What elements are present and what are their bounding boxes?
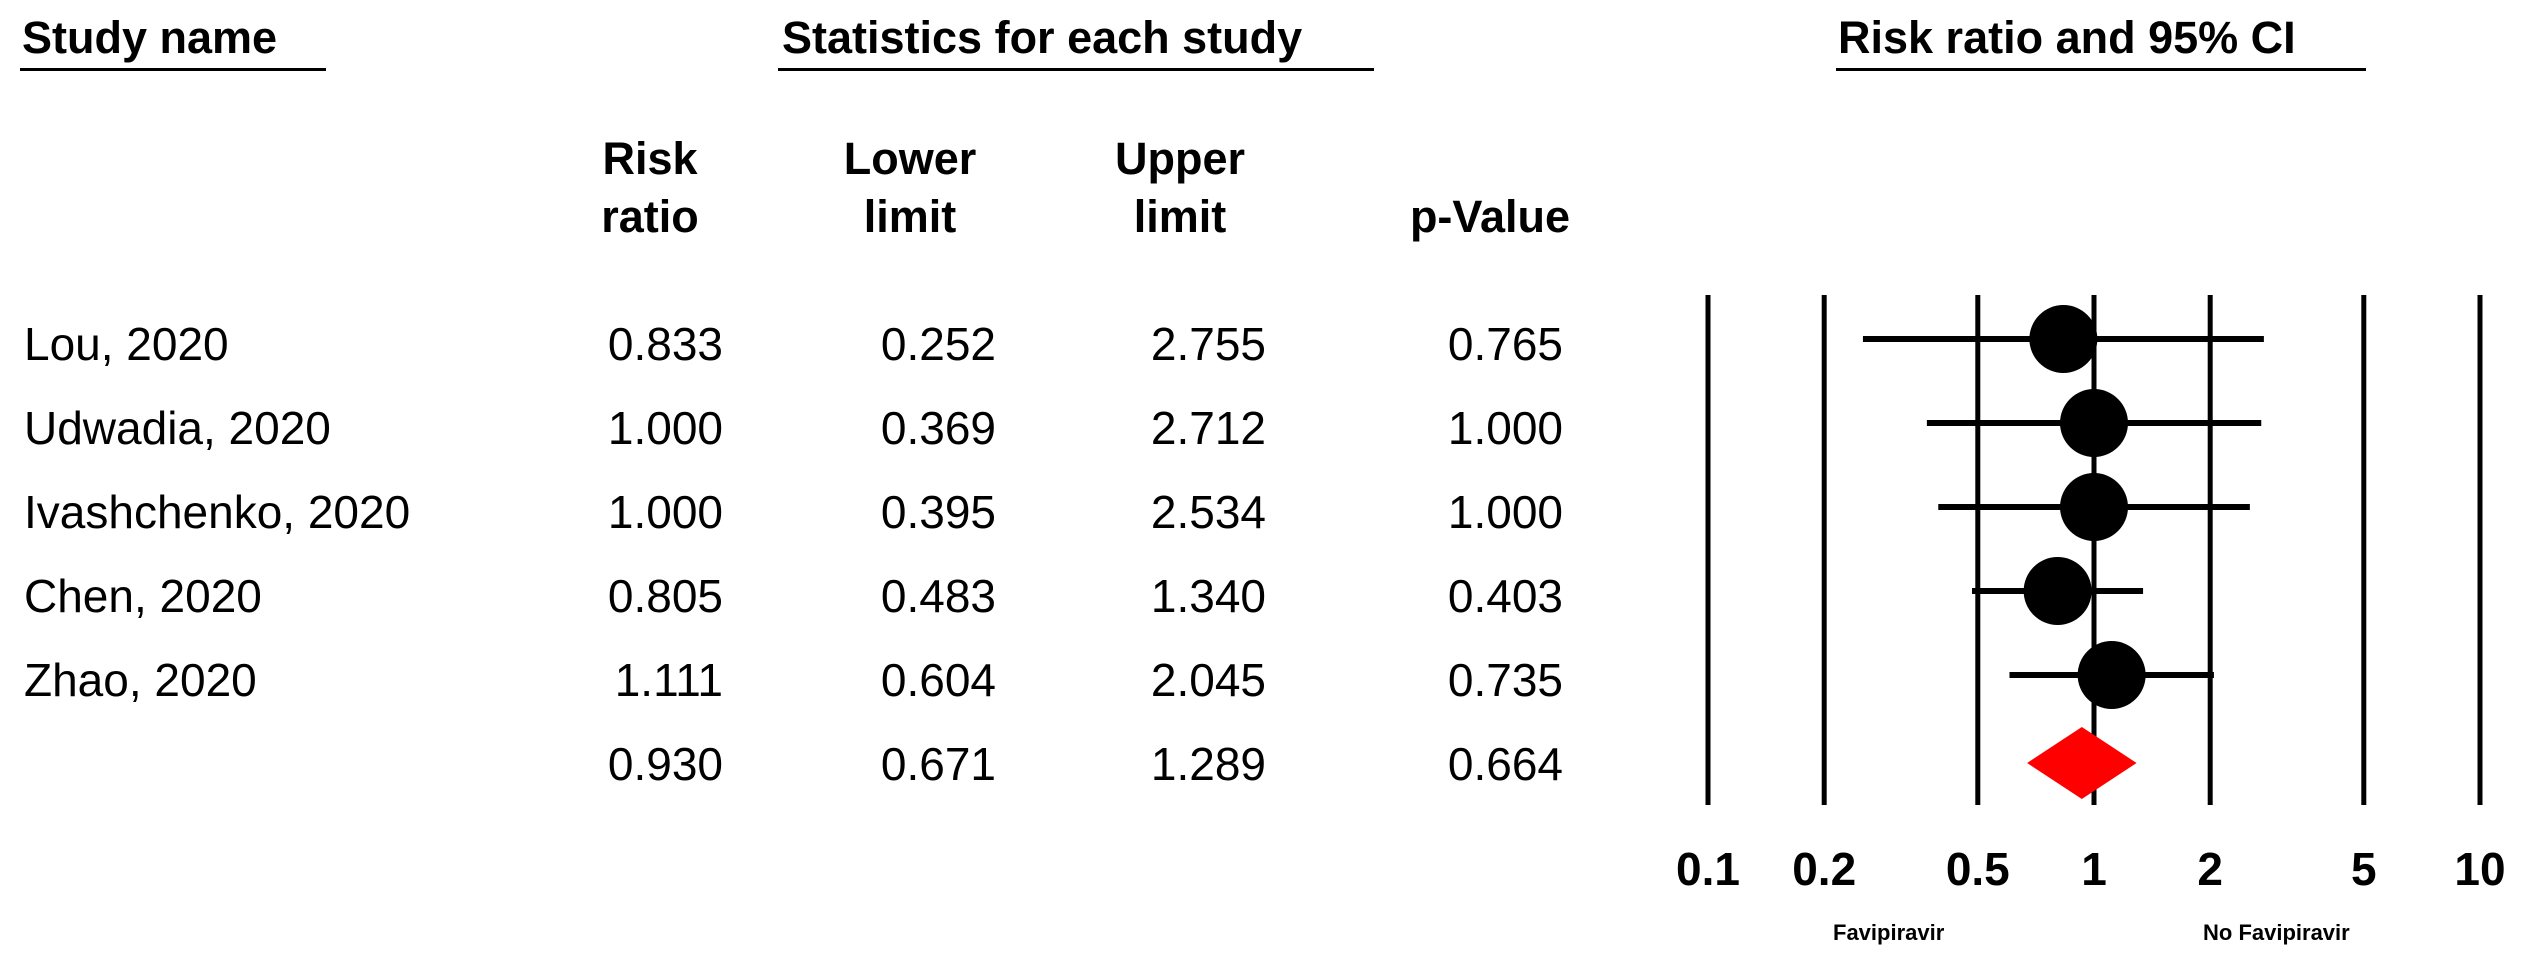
plot-underline: [1836, 68, 2366, 71]
point-estimate: [2060, 473, 2128, 541]
p-value-column-header: p-Value: [1409, 191, 1570, 242]
risk-ratio-cell: 0.805: [607, 570, 723, 622]
favipiravir-label: Favipiravir: [1833, 920, 1945, 945]
study-name-cell: Ivashchenko, 2020: [24, 486, 411, 538]
lower-limit-column-header: Lower limit: [843, 133, 977, 242]
p-value-cell: 1.000: [1447, 402, 1563, 454]
study-name-cell: Udwadia, 2020: [24, 402, 331, 454]
lower-limit-cell: 0.252: [880, 318, 996, 370]
study-name-underline: [20, 68, 326, 71]
tick-label: 1: [2081, 843, 2107, 895]
study-name-cell: Zhao, 2020: [24, 654, 257, 706]
point-estimate: [2023, 557, 2092, 625]
risk-ratio-cell: 0.930: [607, 738, 723, 790]
lower-limit-cell: 0.369: [880, 402, 996, 454]
risk-ratio-cell: 1.000: [607, 402, 723, 454]
risk-ratio-cell: 0.833: [607, 318, 723, 370]
p-value-cell: 0.765: [1447, 318, 1563, 370]
lower-limit-cell: 0.604: [880, 654, 996, 706]
upper-limit-cell: 2.712: [1150, 402, 1266, 454]
study-name-cell: Chen, 2020: [24, 570, 262, 622]
p-value-cell: 0.403: [1447, 570, 1563, 622]
lower-limit-cell: 0.395: [880, 486, 996, 538]
risk-ratio-column-header: Risk ratio: [601, 133, 699, 242]
study-name-cell: Lou, 2020: [24, 318, 229, 370]
statistics-underline: [778, 68, 1374, 71]
upper-limit-cell: 1.289: [1150, 738, 1266, 790]
tick-label: 10: [2454, 843, 2505, 895]
upper-limit-cell: 2.534: [1150, 486, 1266, 538]
upper-limit-column-header: Upper limit: [1114, 133, 1245, 242]
tick-label: 2: [2197, 843, 2223, 895]
tick-label: 0.2: [1792, 843, 1856, 895]
study-name-header: Study name: [22, 12, 278, 63]
plot-header: Risk ratio and 95% CI: [1838, 12, 2296, 63]
no-favipiravir-label: No Favipiravir: [2203, 920, 2350, 945]
upper-limit-cell: 2.045: [1150, 654, 1266, 706]
tick-label: 0.1: [1676, 843, 1740, 895]
upper-limit-cell: 1.340: [1150, 570, 1266, 622]
lower-limit-cell: 0.671: [880, 738, 996, 790]
tick-label: 5: [2351, 843, 2377, 895]
summary-diamond: [2027, 727, 2137, 799]
lower-limit-cell: 0.483: [880, 570, 996, 622]
risk-ratio-cell: 1.000: [607, 486, 723, 538]
tick-label: 0.5: [1946, 843, 2010, 895]
p-value-cell: 0.735: [1447, 654, 1563, 706]
point-estimate: [2029, 305, 2098, 373]
statistics-header: Statistics for each study: [782, 12, 1303, 63]
upper-limit-cell: 2.755: [1150, 318, 1266, 370]
risk-ratio-cell: 1.111: [614, 654, 723, 706]
point-estimate: [2077, 641, 2146, 709]
p-value-cell: 0.664: [1447, 738, 1563, 790]
p-value-cell: 1.000: [1447, 486, 1563, 538]
point-estimate: [2060, 389, 2128, 457]
